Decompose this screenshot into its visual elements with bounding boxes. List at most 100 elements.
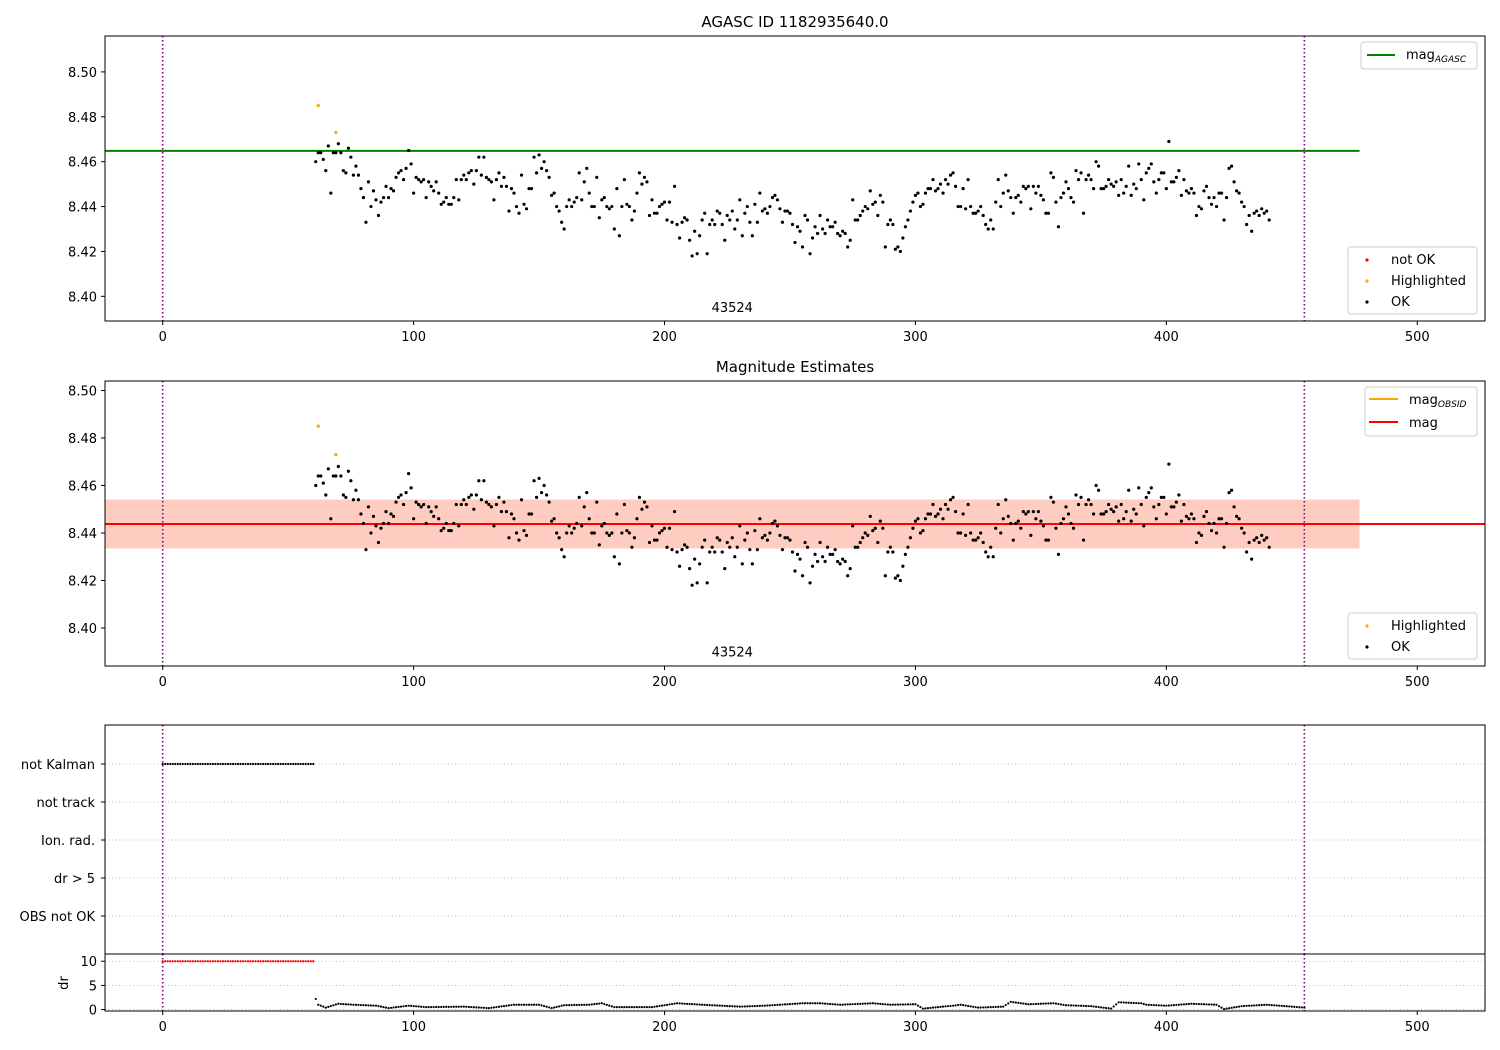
agasc-ok-point [459,178,463,182]
estimates-ok-point [647,540,652,545]
dr-flagged-point [282,960,285,963]
dr-point [1232,1006,1236,1009]
dr-point [603,1002,606,1006]
estimates-ok-point [984,550,988,554]
agasc-ok-point [943,178,948,182]
not-kalman-point [179,762,182,766]
dr-point [1217,1005,1221,1008]
agasc-ok-point [665,218,669,222]
estimates-ok-point [667,526,672,530]
estimates-ok-point [1217,517,1221,521]
dr-point [342,1002,345,1006]
dr-point [851,1003,854,1006]
dr-point [854,1002,857,1006]
estimates-ok-point [923,517,928,521]
agasc-ok-point [419,180,423,184]
estimates-ok-point [778,533,782,537]
agasc-ok-point [570,204,574,209]
estimates-ok-point [1107,502,1111,507]
dr-flagged-point [244,960,247,963]
dr-point [430,1005,433,1009]
agasc-highlighted-point [316,103,320,108]
estimates-ok-point [1154,517,1158,521]
estimates-ok-point [452,521,456,526]
estimates-ok-point [374,524,378,528]
agasc-ok-point [655,211,659,215]
agasc-ok-point [399,169,403,173]
estimates-ok-point [999,531,1003,535]
not-kalman-point [189,762,192,766]
estimates-ok-point [499,510,504,514]
dr-point [1260,1003,1263,1007]
estimates-ok-point [853,545,857,549]
estimates-ok-point [1024,512,1028,516]
estimates-ok-point [1109,507,1113,511]
dr-point [623,1006,626,1009]
agasc-ok-point [670,220,674,224]
agasc-ytick-label: 8.40 [68,290,97,305]
dr-point [675,1002,679,1005]
dr-point [803,1002,807,1005]
agasc-ok-point [743,211,747,215]
agasc-ok-point [848,238,852,242]
agasc-ok-point [565,204,569,209]
agasc-ok-point [926,186,930,191]
estimates-ok-point [547,500,551,504]
agasc-ok-point [938,182,943,186]
estimates-ok-point [1164,512,1168,516]
estimates-ok-point [750,562,754,566]
dr-point [480,1006,483,1009]
estimates-ok-point [670,548,674,552]
agasc-ok-point [745,204,749,209]
estimates-ok-point [1061,517,1066,521]
estimates-ok-point [472,507,476,511]
dr-point [650,1006,654,1009]
estimates-ok-point [815,559,820,564]
flag-label: Ion. rad. [41,834,95,849]
agasc-ok-point [1265,209,1269,213]
estimates-ok-point [1014,521,1018,526]
agasc-ok-point [1142,198,1146,202]
estimates-ok-point [836,559,840,564]
agasc-ok-point [856,218,860,222]
dr-point [746,1005,749,1008]
estimates-ok-point [966,502,970,507]
agasc-ok-point [620,204,624,209]
agasc-ok-point [331,151,335,155]
dr-point [497,1005,501,1008]
legend-label-not-ok: not OK [1391,253,1436,268]
not-kalman-point [224,762,227,766]
dr-point [1012,1001,1015,1004]
dr-point [1185,1003,1188,1006]
agasc-ok-point [1177,169,1181,173]
agasc-ok-point [1162,171,1166,175]
agasc-ytick-label: 8.50 [68,66,97,81]
agasc-ok-point [667,200,672,204]
estimates-ok-point [627,531,632,535]
dr-point [1132,1001,1135,1005]
estimates-ok-point [492,524,496,528]
agasc-ok-point [560,220,564,224]
estimates-ok-point [680,548,684,552]
dr-point [560,1004,563,1007]
dr-point [776,1003,779,1006]
dr-point [362,1004,365,1007]
dr-point [816,1002,819,1005]
agasc-ok-point [1061,191,1066,195]
agasc-ok-point [472,182,476,186]
not-kalman-point [206,762,209,766]
estimates-ok-point [615,512,619,516]
dr-point [1157,1004,1160,1007]
estimates-ok-point [738,524,742,528]
dr-point [470,1005,473,1009]
agasc-ok-point [878,193,882,197]
dr-point [1197,1002,1201,1006]
not-kalman-point [216,762,220,766]
dr-point [512,1003,516,1006]
agasc-ok-point [996,178,1000,182]
dr-point [879,1002,882,1005]
agasc-ok-point [984,222,988,227]
agasc-ok-point [971,211,975,215]
estimates-ok-point [713,550,717,554]
estimates-ok-point [1240,526,1244,530]
